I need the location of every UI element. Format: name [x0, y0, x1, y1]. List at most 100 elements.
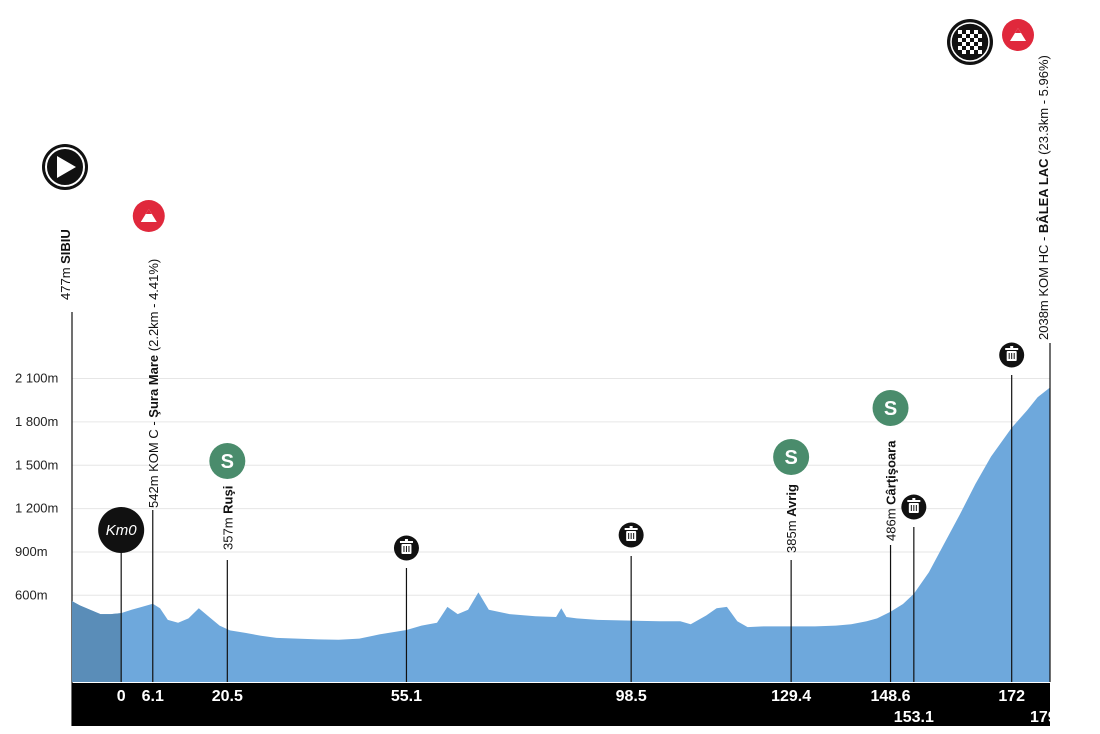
km0-icon: Km0 [98, 507, 145, 553]
waypoint-label-name: Avrig [784, 484, 799, 517]
flag-square [974, 30, 978, 34]
sprint-icon: S [773, 439, 810, 475]
y-tick-label: 1 800m [15, 414, 58, 429]
flag-square [958, 38, 962, 42]
km0-icon-circle [98, 507, 145, 553]
finish-label-post: (23.3km - 5.96%) [1036, 55, 1051, 158]
flag-square [974, 38, 978, 42]
flag-square [966, 38, 970, 42]
feed-zone-handle [912, 498, 916, 500]
km-tick-label: 172 [998, 688, 1025, 705]
waypoint-label: 486m Cârţişoara [884, 440, 899, 541]
kom-icon [132, 200, 165, 232]
waypoint-icons: Km0 S S S [42, 19, 1034, 561]
elevation-area [72, 387, 1050, 682]
feed-zone-icon [393, 535, 419, 561]
checkered-flag-icon [947, 19, 993, 65]
feed-zone-handle [1010, 346, 1014, 348]
km-tick-label: 129.4 [771, 688, 811, 705]
feed-zone-lid [1005, 348, 1019, 350]
flag-square [978, 50, 982, 54]
km-tick-label: 55.1 [391, 688, 422, 705]
y-tick-label: 1 500m [15, 457, 58, 472]
waypoint-label-name: Şura Mare [146, 355, 161, 418]
feed-zone-handle [404, 539, 408, 541]
waypoint-label-pre: 486m [884, 505, 899, 541]
flag-square [970, 34, 974, 38]
sprint-icon-circle [773, 439, 810, 475]
finish-label: 2038m KOM HC - BÂLEA LAC (23.3km - 5.96%… [1036, 55, 1051, 340]
flag-icon-ring [950, 22, 990, 62]
waypoint-labels: 542m KOM C - Şura Mare (2.2km - 4.41%) 35… [58, 55, 1051, 553]
flag-square [966, 46, 970, 50]
neutral-zone [72, 387, 122, 682]
start-label: 477m SIBIU [58, 229, 73, 300]
km-tick-label: 20.5 [212, 688, 243, 705]
flag-square [962, 50, 966, 54]
waypoint-lines [120, 343, 1051, 682]
flag-square [962, 42, 966, 46]
feed-zone-icon [901, 494, 927, 520]
flag-square [962, 34, 966, 38]
feed-zone-lid [399, 541, 413, 543]
waypoint-label-pre: 385m [784, 517, 799, 553]
sprint-icon: S [872, 390, 909, 426]
feed-zone-handle [629, 526, 633, 528]
sprint-icon-letter: S [784, 447, 797, 469]
start-icon-triangle [57, 156, 76, 178]
km0-icon-text: Km0 [106, 522, 138, 539]
waypoint-label: 385m Avrig [784, 484, 799, 553]
waypoint-label-name: Ruşi [220, 486, 235, 514]
kom-icon [1002, 19, 1034, 51]
feed-zone-icon [999, 342, 1025, 368]
y-tick-label: 1 200m [15, 501, 58, 516]
flag-square [970, 50, 974, 54]
waypoint-label-pre: 357m [220, 514, 235, 550]
kom-icon-mountain [140, 209, 157, 222]
km-tick-label: 6.1 [142, 688, 164, 705]
sprint-icon: S [209, 443, 246, 479]
y-axis-labels: 600m 900m 1 200m 1 500m 1 800m 2 100m [15, 371, 58, 603]
start-icon-ring [45, 147, 85, 187]
sprint-icon-circle [872, 390, 909, 426]
sprint-icon-circle [209, 443, 246, 479]
waypoint-label-post: (2.2km - 4.41%) [146, 259, 161, 355]
start-play-icon [42, 144, 88, 190]
start-label-name: SIBIU [58, 229, 73, 264]
waypoint-label: 357m Ruşi [220, 486, 235, 550]
km-tick-label: 0 [117, 688, 126, 705]
flag-square [958, 46, 962, 50]
kom-icon-peak [145, 209, 152, 214]
sprint-icon-letter: S [221, 451, 234, 473]
km-axis-band [72, 683, 1050, 726]
finish-label-pre: 2038m KOM HC - [1036, 233, 1051, 340]
feed-zone-lid [624, 528, 638, 530]
sprint-icon-letter: S [884, 398, 897, 420]
waypoint-label: 542m KOM C - Şura Mare (2.2km - 4.41%) [146, 259, 161, 508]
flag-square [978, 42, 982, 46]
km-axis-band-rect [72, 683, 1050, 726]
km-tick-label: 179.4 [1030, 709, 1070, 726]
kom-icon-peak [1015, 28, 1021, 33]
flag-square [958, 30, 962, 34]
km-axis-labels: 0 6.1 20.5 55.1 98.5 129.4 148.6 153.1 172 179.4 [117, 688, 1070, 726]
y-tick-label: 600m [15, 587, 48, 602]
km-tick-label: 98.5 [616, 688, 647, 705]
elevation-profile [72, 387, 1050, 682]
y-tick-label: 2 100m [15, 371, 58, 386]
km-tick-label: 148.6 [871, 688, 911, 705]
waypoint-label-name: Cârţişoara [884, 440, 899, 505]
km-tick-label: 153.1 [894, 709, 934, 726]
feed-zone-lid [907, 500, 921, 502]
kom-icon-mountain [1010, 28, 1026, 41]
flag-square [978, 34, 982, 38]
flag-square [970, 42, 974, 46]
y-tick-label: 900m [15, 544, 48, 559]
finish-label-name: BÂLEA LAC [1036, 158, 1051, 233]
flag-square [974, 46, 978, 50]
flag-square [966, 30, 970, 34]
start-label-pre: 477m [58, 264, 73, 300]
waypoint-label-pre: 542m KOM C - [146, 418, 161, 508]
feed-zone-icon [618, 522, 644, 548]
